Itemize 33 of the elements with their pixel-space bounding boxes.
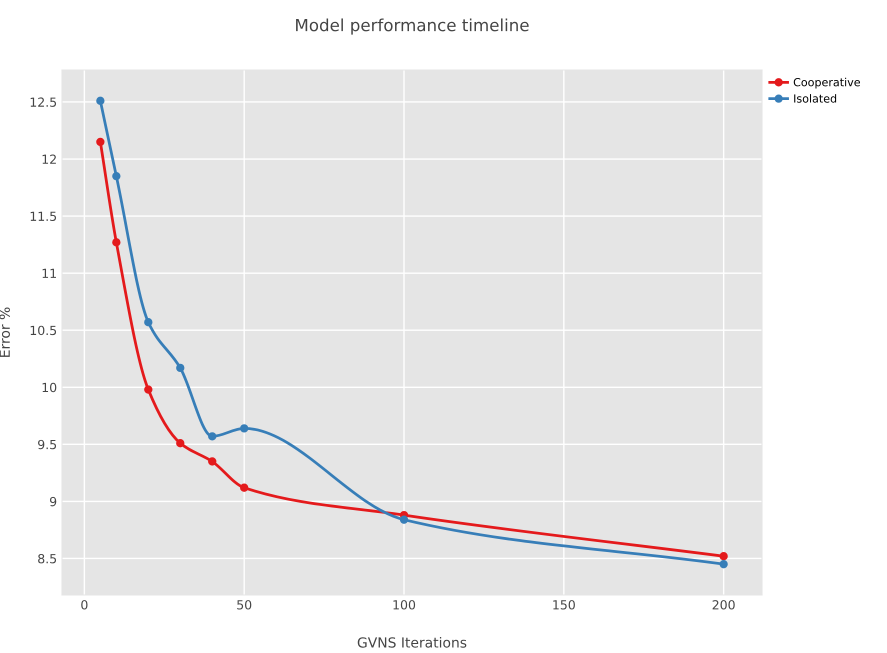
point: [240, 484, 248, 492]
point: [400, 516, 408, 524]
y-tick-label: 10: [42, 382, 56, 392]
x-tick-label: 100: [393, 600, 416, 610]
y-tick-label: 11: [42, 268, 56, 278]
point: [208, 432, 216, 441]
x-tick-label: 200: [712, 600, 735, 610]
point: [208, 457, 216, 466]
legend-label: Cooperative: [794, 78, 860, 89]
point: [112, 172, 121, 180]
y-tick-label: 9: [50, 496, 56, 506]
point: [176, 364, 184, 372]
y-tick-label: 12: [42, 154, 56, 164]
y-tick-label: 10.5: [30, 326, 56, 336]
y-tick-label: 9.5: [38, 440, 56, 450]
point: [144, 385, 152, 394]
x-tick-label: 0: [81, 600, 88, 610]
y-tick-label: 12.5: [30, 97, 56, 107]
y-tick-label: 8.5: [38, 554, 56, 564]
point: [719, 560, 728, 568]
x-tick-label: 50: [237, 600, 252, 610]
x-tick-label: 150: [553, 600, 575, 610]
point: [144, 318, 152, 326]
point: [719, 552, 728, 560]
legend-label: Isolated: [794, 94, 836, 103]
point: [112, 238, 121, 247]
point: [96, 96, 105, 105]
point: [176, 439, 184, 448]
x-axis-title: GVNS Iterations: [358, 636, 466, 648]
point: [96, 138, 105, 146]
y-tick-label: 11.5: [30, 212, 56, 222]
point: [240, 424, 248, 433]
chart-title: Model performance timeline: [296, 18, 529, 35]
